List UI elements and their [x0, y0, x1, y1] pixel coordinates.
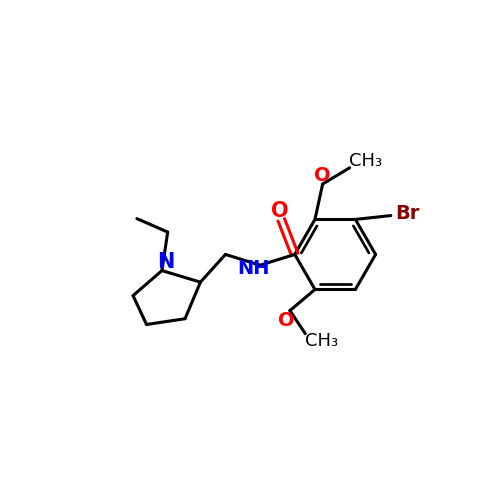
Text: O: O — [278, 310, 294, 330]
Text: O: O — [314, 166, 331, 184]
Text: O: O — [270, 202, 288, 222]
Text: N: N — [157, 252, 174, 272]
Text: CH₃: CH₃ — [305, 332, 338, 350]
Text: NH: NH — [237, 259, 270, 278]
Text: CH₃: CH₃ — [349, 152, 382, 170]
Text: Br: Br — [395, 204, 419, 223]
